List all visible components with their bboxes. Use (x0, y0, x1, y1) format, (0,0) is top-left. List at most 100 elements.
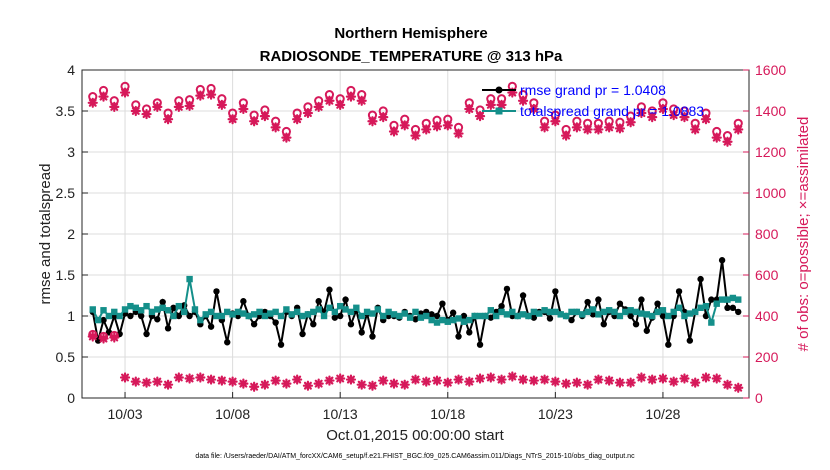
assimilated-obs-point-d2 (271, 376, 280, 385)
assimilated-obs-point (184, 373, 195, 384)
assimilated-obs-point-d2 (637, 373, 646, 382)
totalspread-point (213, 312, 220, 320)
assimilated-obs-point (711, 132, 722, 143)
y-tick-label-right: 1000 (755, 185, 786, 201)
assimilated-obs-point-d2 (734, 383, 743, 392)
assimilated-obs-point (205, 374, 217, 385)
assimilated-obs-point (119, 372, 131, 383)
assimilated-obs-point-d2 (497, 100, 506, 109)
totalspread-point (116, 312, 123, 320)
assimilated-obs-point-d2 (422, 377, 431, 386)
assimilated-obs-point (270, 122, 281, 133)
totalspread-point (509, 308, 516, 316)
assimilated-obs-point (335, 373, 346, 384)
rmse-point (466, 329, 473, 336)
totalspread-point (584, 308, 591, 316)
rmse-point (224, 339, 231, 346)
x-tick-label: 10/08 (215, 406, 250, 422)
assimilated-obs-point (302, 380, 314, 391)
y-tick-label-left: 0 (67, 390, 75, 406)
rmse-point (616, 300, 624, 307)
assimilated-obs-point (421, 376, 432, 387)
totalspread-point (487, 307, 495, 314)
rmse-point (718, 257, 726, 264)
totalspread-point (697, 304, 704, 311)
y-axis-label-right: # of obs: o=possible; ×=assimilated (795, 117, 812, 352)
rmse-point (476, 341, 484, 348)
assimilated-obs-point-d2 (476, 374, 485, 383)
y-tick-label-left: 3.5 (56, 103, 76, 119)
totalspread-point (514, 312, 521, 320)
totalspread-point (557, 311, 564, 318)
assimilated-obs-point-d2 (529, 104, 538, 113)
rmse-point (154, 316, 161, 323)
y-tick-label-right: 800 (755, 226, 779, 242)
y-tick-label-left: 1 (67, 308, 75, 324)
assimilated-obs-point (431, 375, 443, 386)
assimilated-obs-point (517, 374, 529, 385)
totalspread-point (170, 312, 177, 320)
totalspread-point (293, 308, 301, 316)
assimilated-obs-point (593, 124, 604, 135)
assimilated-obs-point-d2 (250, 382, 259, 391)
assimilated-obs-point-d2 (390, 127, 398, 136)
rmse-point (654, 300, 661, 307)
assimilated-obs-point-d2 (196, 373, 205, 382)
assimilated-obs-point-d2 (583, 125, 592, 134)
rmse-point (627, 312, 634, 320)
totalspread-point (191, 306, 199, 313)
rmse-point (659, 312, 667, 320)
assimilated-obs-point (657, 373, 669, 384)
totalspread-point (283, 306, 290, 313)
totalspread-point (648, 312, 656, 320)
assimilated-obs-point-d2 (572, 378, 581, 387)
totalspread-point (433, 319, 441, 326)
totalspread-point (605, 307, 613, 314)
totalspread-point (331, 308, 339, 316)
assimilated-obs-point-d2 (626, 118, 635, 127)
totalspread-point (692, 308, 699, 316)
assimilated-obs-point-d2 (519, 375, 528, 384)
assimilated-obs-point (722, 379, 733, 390)
rmse-point (600, 321, 607, 328)
rmse-point (186, 312, 193, 320)
rmse-point (643, 327, 650, 334)
totalspread-point (159, 304, 166, 311)
assimilated-obs-point-d2 (325, 96, 334, 105)
assimilated-obs-point (679, 112, 690, 123)
totalspread-point (347, 308, 355, 316)
assimilated-obs-point-d2 (551, 117, 560, 126)
totalspread-point (536, 310, 543, 317)
assimilated-obs-point (141, 108, 152, 120)
assimilated-obs-point-d2 (174, 102, 183, 111)
rmse-point (546, 315, 554, 322)
assimilated-obs-point-d2 (540, 375, 549, 384)
assimilated-obs-point (539, 122, 550, 133)
totalspread-point (143, 302, 150, 310)
rmse-point (552, 288, 559, 295)
totalspread-point (702, 302, 710, 310)
assimilated-obs-point-d2 (540, 123, 549, 132)
rmse-point (143, 330, 150, 338)
assimilated-obs-point-d2 (594, 375, 603, 384)
totalspread-point (562, 312, 570, 320)
assimilated-obs-point (625, 117, 636, 128)
rmse-point (358, 329, 365, 336)
assimilated-obs-point (130, 376, 141, 387)
assimilated-obs-point (550, 376, 561, 387)
assimilated-obs-point-d2 (88, 98, 97, 107)
y-tick-label-right: 0 (755, 390, 763, 406)
rmse-point (697, 275, 704, 283)
totalspread-point (358, 312, 365, 320)
assimilated-obs-point (690, 377, 701, 388)
totalspread-point (530, 308, 538, 316)
assimilated-obs-point (281, 132, 292, 143)
totalspread-point (127, 302, 134, 310)
totalspread-point (460, 318, 468, 325)
totalspread-point (288, 311, 295, 318)
rmse-point (100, 316, 107, 324)
assimilated-obs-point (227, 376, 238, 387)
rmse-point (724, 304, 731, 311)
totalspread-point (466, 316, 473, 324)
totalspread-point (374, 306, 382, 313)
